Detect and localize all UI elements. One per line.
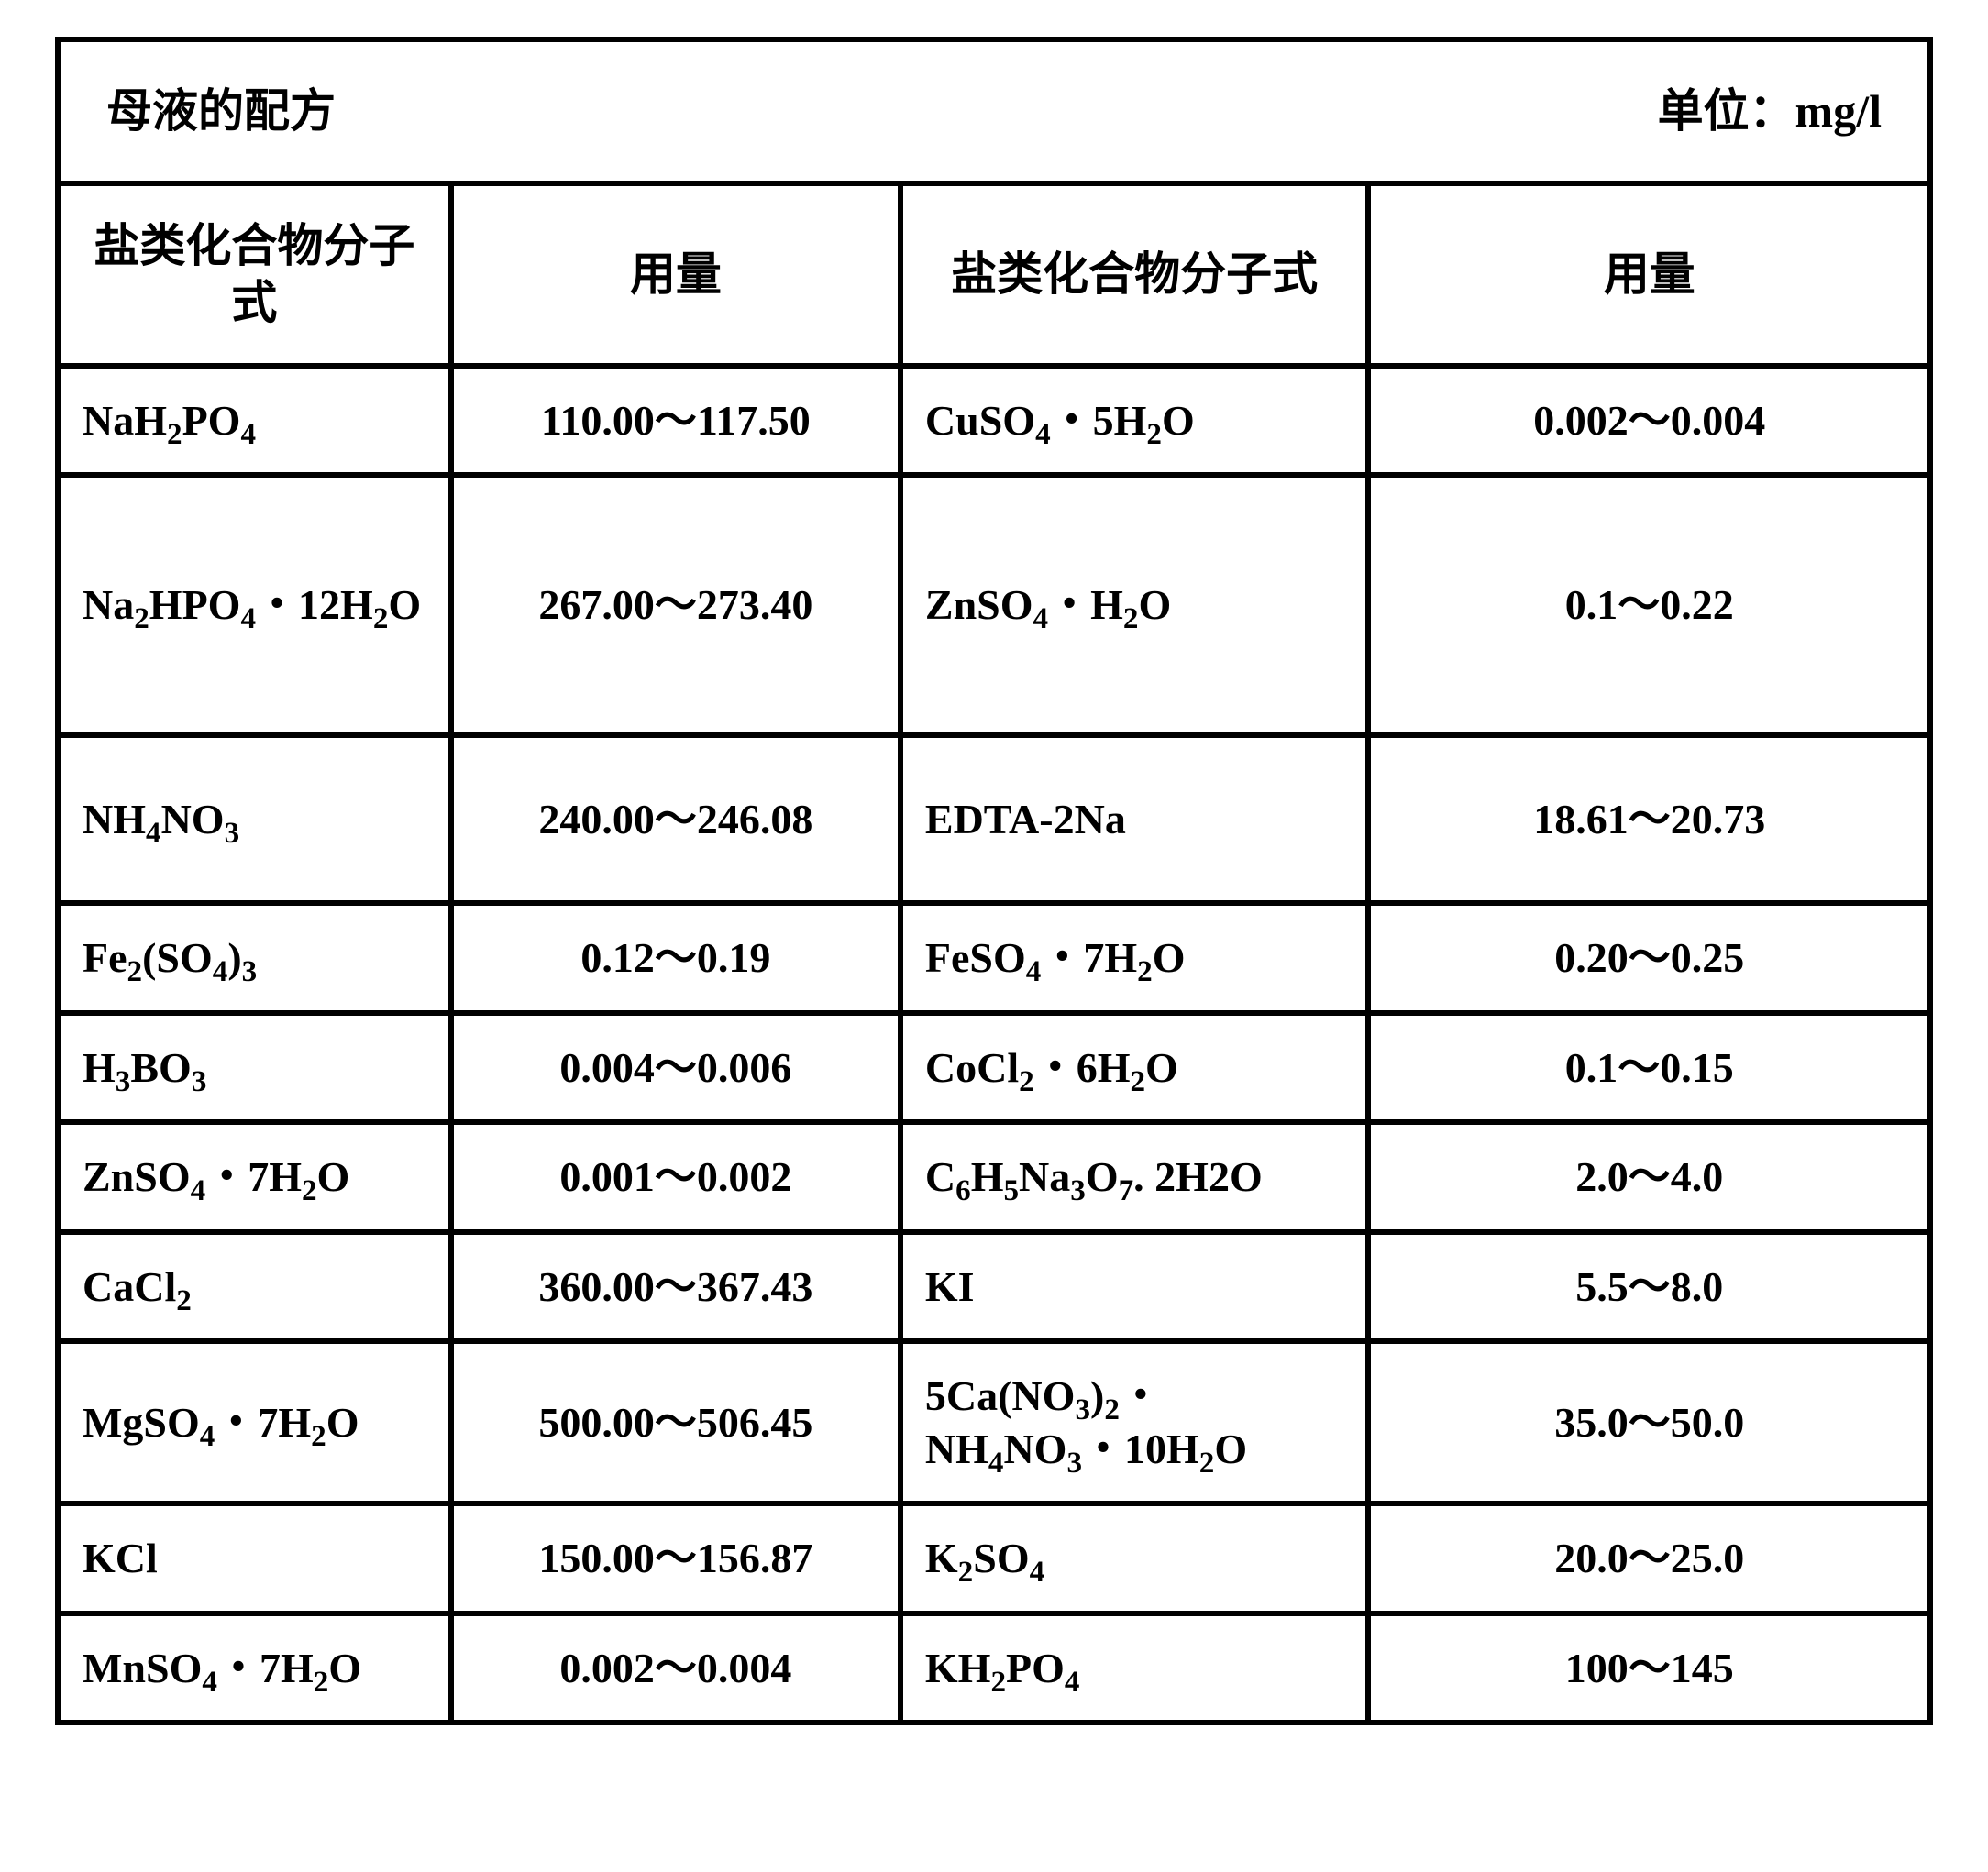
- amount-cell-left: 0.12～0.19: [451, 903, 900, 1013]
- table-row: CaCl2360.00～367.43KI5.5～8.0: [58, 1232, 1930, 1342]
- amount-cell-left: 500.00～506.45: [451, 1341, 900, 1503]
- table-row: NH4NO3240.00～246.08EDTA-2Na18.61～20.73: [58, 735, 1930, 904]
- amount-cell-right: 0.002～0.004: [1368, 366, 1930, 476]
- formula-cell-left: Fe2(SO4)3: [58, 903, 451, 1013]
- formula-cell-right: K2SO4: [900, 1503, 1369, 1613]
- formula-cell-right: C6H5Na3O7. 2H2O: [900, 1122, 1369, 1232]
- header-col2: 用量: [451, 183, 900, 366]
- table-row: H3BO30.004～0.006CoCl2・6H2O0.1～0.15: [58, 1013, 1930, 1123]
- amount-cell-right: 0.20～0.25: [1368, 903, 1930, 1013]
- formula-cell-right: KI: [900, 1232, 1369, 1342]
- table-title: 母液的配方: [106, 83, 336, 140]
- formula-cell-right: CoCl2・6H2O: [900, 1013, 1369, 1123]
- header-col3: 盐类化合物分子式: [900, 183, 1369, 366]
- table-row: ZnSO4・7H2O0.001～0.002C6H5Na3O7. 2H2O2.0～…: [58, 1122, 1930, 1232]
- formula-cell-left: H3BO3: [58, 1013, 451, 1123]
- formula-cell-left: KCl: [58, 1503, 451, 1613]
- formula-cell-left: CaCl2: [58, 1232, 451, 1342]
- title-row: 母液的配方 单位：mg/l: [58, 39, 1930, 183]
- amount-cell-left: 110.00～117.50: [451, 366, 900, 476]
- header-col4: 用量: [1368, 183, 1930, 366]
- formula-cell-right: FeSO4・7H2O: [900, 903, 1369, 1013]
- amount-cell-left: 0.004～0.006: [451, 1013, 900, 1123]
- formula-cell-right: KH2PO4: [900, 1613, 1369, 1723]
- amount-cell-left: 150.00～156.87: [451, 1503, 900, 1613]
- header-col1: 盐类化合物分子式: [58, 183, 451, 366]
- table-row: MgSO4・7H2O500.00～506.455Ca(NO3)2・NH4NO3・…: [58, 1341, 1930, 1503]
- amount-cell-right: 0.1～0.22: [1368, 475, 1930, 735]
- unit-label: 单位：mg/l: [1658, 83, 1882, 140]
- amount-cell-right: 2.0～4.0: [1368, 1122, 1930, 1232]
- amount-cell-left: 0.001～0.002: [451, 1122, 900, 1232]
- table-row: NaH2PO4110.00～117.50CuSO4・5H2O0.002～0.00…: [58, 366, 1930, 476]
- header-row: 盐类化合物分子式 用量 盐类化合物分子式 用量: [58, 183, 1930, 366]
- formula-cell-left: Na2HPO4・12H2O: [58, 475, 451, 735]
- amount-cell-left: 360.00～367.43: [451, 1232, 900, 1342]
- table-row: Na2HPO4・12H2O267.00～273.40ZnSO4・H2O0.1～0…: [58, 475, 1930, 735]
- table-row: Fe2(SO4)30.12～0.19FeSO4・7H2O0.20～0.25: [58, 903, 1930, 1013]
- formula-cell-left: MgSO4・7H2O: [58, 1341, 451, 1503]
- amount-cell-right: 18.61～20.73: [1368, 735, 1930, 904]
- formula-cell-right: ZnSO4・H2O: [900, 475, 1369, 735]
- formula-table: 母液的配方 单位：mg/l 盐类化合物分子式 用量 盐类化合物分子式 用量 Na…: [55, 37, 1933, 1725]
- amount-cell-right: 35.0～50.0: [1368, 1341, 1930, 1503]
- amount-cell-right: 0.1～0.15: [1368, 1013, 1930, 1123]
- formula-cell-left: NaH2PO4: [58, 366, 451, 476]
- formula-cell-left: MnSO4・7H2O: [58, 1613, 451, 1723]
- formula-cell-left: ZnSO4・7H2O: [58, 1122, 451, 1232]
- amount-cell-right: 20.0～25.0: [1368, 1503, 1930, 1613]
- amount-cell-left: 267.00～273.40: [451, 475, 900, 735]
- formula-cell-right: EDTA-2Na: [900, 735, 1369, 904]
- amount-cell-left: 240.00～246.08: [451, 735, 900, 904]
- amount-cell-right: 5.5～8.0: [1368, 1232, 1930, 1342]
- amount-cell-left: 0.002～0.004: [451, 1613, 900, 1723]
- formula-cell-left: NH4NO3: [58, 735, 451, 904]
- formula-cell-right: CuSO4・5H2O: [900, 366, 1369, 476]
- table-row: KCl150.00～156.87K2SO420.0～25.0: [58, 1503, 1930, 1613]
- formula-cell-right: 5Ca(NO3)2・NH4NO3・10H2O: [900, 1341, 1369, 1503]
- table-row: MnSO4・7H2O0.002～0.004KH2PO4100～145: [58, 1613, 1930, 1723]
- amount-cell-right: 100～145: [1368, 1613, 1930, 1723]
